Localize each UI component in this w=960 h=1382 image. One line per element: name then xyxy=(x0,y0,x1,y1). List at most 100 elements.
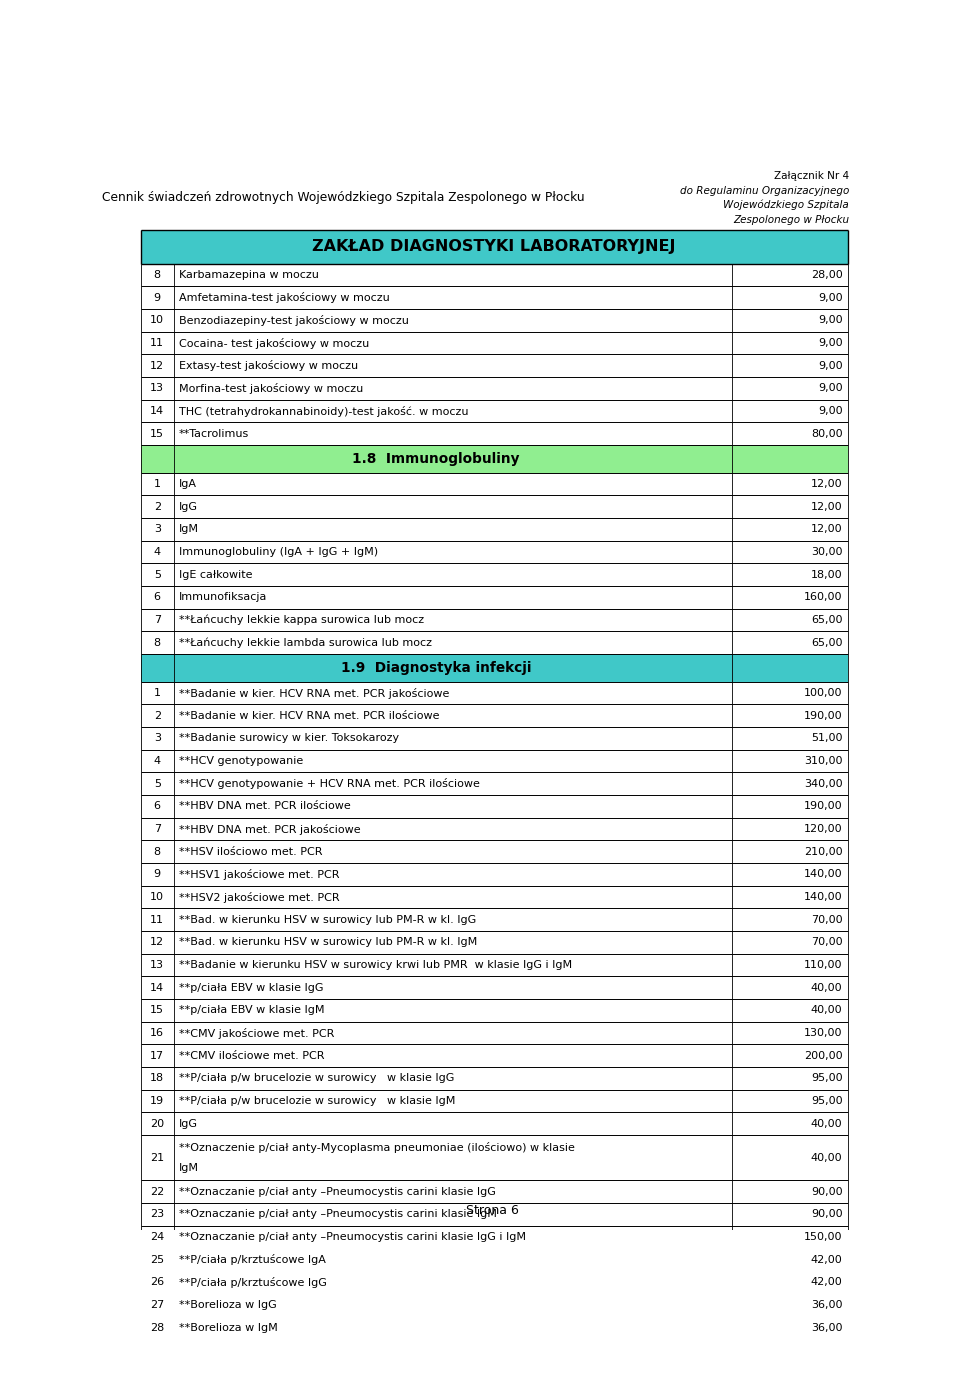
Text: 10: 10 xyxy=(150,891,164,902)
Text: 340,00: 340,00 xyxy=(804,778,843,789)
Text: 1.8  Immunoglobuliny: 1.8 Immunoglobuliny xyxy=(352,452,520,466)
Text: 1: 1 xyxy=(154,480,160,489)
Text: Cennik świadczeń zdrowotnych Wojewódzkiego Szpitala Zespolonego w Płocku: Cennik świadczeń zdrowotnych Wojewódzkie… xyxy=(102,191,585,205)
Text: 310,00: 310,00 xyxy=(804,756,843,766)
Text: 12,00: 12,00 xyxy=(811,480,843,489)
Bar xyxy=(141,473,848,495)
Bar xyxy=(141,632,848,654)
Text: Karbamazepina w moczu: Karbamazepina w moczu xyxy=(179,269,319,281)
Text: Cocaina- test jakościowy w moczu: Cocaina- test jakościowy w moczu xyxy=(179,337,369,348)
Bar xyxy=(141,681,848,705)
Bar xyxy=(141,1180,848,1204)
Bar xyxy=(141,1135,848,1180)
Bar xyxy=(141,229,848,264)
Text: 9,00: 9,00 xyxy=(818,315,843,325)
Text: **P/ciała p/krztuścowe IgA: **P/ciała p/krztuścowe IgA xyxy=(179,1255,325,1266)
Text: Benzodiazepiny-test jakościowy w moczu: Benzodiazepiny-test jakościowy w moczu xyxy=(179,315,409,326)
Text: IgA: IgA xyxy=(179,480,197,489)
Text: **Tacrolimus: **Tacrolimus xyxy=(179,428,249,438)
Text: 17: 17 xyxy=(150,1050,164,1061)
Text: **Oznaczanie p/ciał anty –Pneumocystis carini klasie IgM: **Oznaczanie p/ciał anty –Pneumocystis c… xyxy=(179,1209,496,1219)
Bar xyxy=(141,749,848,773)
Text: Immunofiksacja: Immunofiksacja xyxy=(179,593,267,603)
Text: 6: 6 xyxy=(154,802,160,811)
Bar xyxy=(141,1271,848,1294)
Text: 42,00: 42,00 xyxy=(810,1255,843,1265)
Text: 9: 9 xyxy=(154,869,160,879)
Text: 18,00: 18,00 xyxy=(811,569,843,579)
Text: 4: 4 xyxy=(154,547,160,557)
Bar xyxy=(141,1113,848,1135)
Text: Strona 6: Strona 6 xyxy=(466,1204,518,1218)
Text: **CMV ilościowe met. PCR: **CMV ilościowe met. PCR xyxy=(179,1050,324,1061)
Text: 28,00: 28,00 xyxy=(810,269,843,281)
Text: 9,00: 9,00 xyxy=(818,406,843,416)
Text: 3: 3 xyxy=(154,734,160,744)
Text: 90,00: 90,00 xyxy=(811,1209,843,1219)
Text: 11: 11 xyxy=(150,339,164,348)
Text: **Bad. w kierunku HSV w surowicy lub PM-R w kl. IgM: **Bad. w kierunku HSV w surowicy lub PM-… xyxy=(179,937,477,948)
Text: 12: 12 xyxy=(150,937,164,948)
Text: 7: 7 xyxy=(154,824,160,835)
Text: 40,00: 40,00 xyxy=(811,1153,843,1162)
Bar xyxy=(141,354,848,377)
Bar xyxy=(141,727,848,749)
Text: 21: 21 xyxy=(150,1153,164,1162)
Text: Immunoglobuliny (IgA + IgG + IgM): Immunoglobuliny (IgA + IgG + IgM) xyxy=(179,547,378,557)
Text: 150,00: 150,00 xyxy=(804,1233,843,1242)
Text: 70,00: 70,00 xyxy=(811,937,843,948)
Text: 18: 18 xyxy=(150,1074,164,1083)
Text: Morfina-test jakościowy w moczu: Morfina-test jakościowy w moczu xyxy=(179,383,363,394)
Text: 9: 9 xyxy=(154,293,160,303)
Bar xyxy=(141,264,848,286)
Bar xyxy=(141,795,848,818)
Text: 190,00: 190,00 xyxy=(804,802,843,811)
Text: 65,00: 65,00 xyxy=(811,637,843,648)
Text: 40,00: 40,00 xyxy=(811,983,843,992)
Text: **Badanie w kier. HCV RNA met. PCR ilościowe: **Badanie w kier. HCV RNA met. PCR ilośc… xyxy=(179,710,440,721)
Bar xyxy=(141,654,848,681)
Text: 12,00: 12,00 xyxy=(811,524,843,535)
Text: 24: 24 xyxy=(150,1233,164,1242)
Text: 3: 3 xyxy=(154,524,160,535)
Bar xyxy=(141,886,848,908)
Text: 19: 19 xyxy=(150,1096,164,1106)
Bar xyxy=(141,1090,848,1113)
Text: 8: 8 xyxy=(154,269,160,281)
Text: **Borelioza w IgG: **Borelioza w IgG xyxy=(179,1300,276,1310)
Text: 190,00: 190,00 xyxy=(804,710,843,721)
Text: 9,00: 9,00 xyxy=(818,383,843,394)
Bar xyxy=(141,773,848,795)
Text: 16: 16 xyxy=(150,1028,164,1038)
Bar xyxy=(141,445,848,473)
Bar xyxy=(141,518,848,540)
Text: 130,00: 130,00 xyxy=(804,1028,843,1038)
Text: ZAKŁAD DIAGNOSTYKI LABORATORYJNEJ: ZAKŁAD DIAGNOSTYKI LABORATORYJNEJ xyxy=(313,239,676,254)
Bar xyxy=(141,540,848,564)
Text: **Oznaczanie p/ciał anty –Pneumocystis carini klasie IgG: **Oznaczanie p/ciał anty –Pneumocystis c… xyxy=(179,1187,495,1197)
Bar xyxy=(141,1226,848,1248)
Text: **P/ciała p/krztuścowe IgG: **P/ciała p/krztuścowe IgG xyxy=(179,1277,326,1288)
Text: 5: 5 xyxy=(154,778,160,789)
Text: 15: 15 xyxy=(150,1005,164,1016)
Text: **HSV2 jakościowe met. PCR: **HSV2 jakościowe met. PCR xyxy=(179,891,340,902)
Text: 1: 1 xyxy=(154,688,160,698)
Bar xyxy=(141,1294,848,1317)
Text: 26: 26 xyxy=(150,1277,164,1288)
Text: 140,00: 140,00 xyxy=(804,869,843,879)
Text: 22: 22 xyxy=(150,1187,164,1197)
Bar xyxy=(141,377,848,399)
Text: 23: 23 xyxy=(150,1209,164,1219)
Text: IgM: IgM xyxy=(179,524,199,535)
Bar xyxy=(141,608,848,632)
Text: 28: 28 xyxy=(150,1323,164,1332)
Text: Wojewódzkiego Szpitala: Wojewódzkiego Szpitala xyxy=(724,200,849,210)
Bar xyxy=(141,1045,848,1067)
Text: 51,00: 51,00 xyxy=(811,734,843,744)
Bar xyxy=(141,908,848,931)
Bar xyxy=(141,1248,848,1271)
Text: 70,00: 70,00 xyxy=(811,915,843,925)
Text: 14: 14 xyxy=(150,983,164,992)
Bar xyxy=(141,586,848,608)
Text: 200,00: 200,00 xyxy=(804,1050,843,1061)
